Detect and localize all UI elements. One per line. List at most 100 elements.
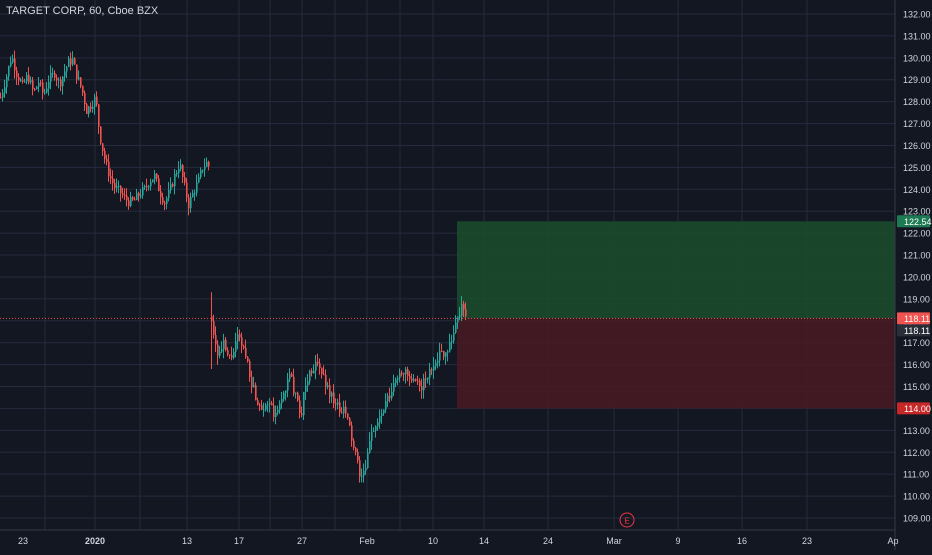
candle-body — [421, 386, 423, 391]
candle-body — [136, 193, 138, 200]
candle-body — [357, 451, 359, 461]
candle-body — [22, 80, 24, 82]
candle-body — [377, 422, 379, 427]
y-tick-label: 120.00 — [903, 272, 931, 282]
candle-body — [16, 70, 18, 77]
y-tick-label: 112.00 — [903, 448, 930, 458]
candle-body — [0, 97, 2, 99]
profit-zone[interactable] — [457, 221, 895, 319]
candle-body — [287, 379, 289, 391]
candle-body — [92, 106, 94, 109]
candle-body — [293, 376, 295, 394]
candle-body — [353, 440, 355, 448]
candle-body — [397, 377, 399, 380]
candle-body — [345, 406, 347, 414]
candle-body — [371, 431, 373, 441]
candle-body — [194, 192, 196, 194]
candle-body — [301, 413, 303, 416]
candle-body — [373, 430, 375, 432]
candle-body — [309, 370, 311, 382]
candle-body — [341, 412, 343, 414]
x-tick-label: 27 — [297, 536, 307, 546]
candle-body — [208, 161, 210, 167]
candle-body — [315, 361, 317, 371]
loss-zone[interactable] — [457, 318, 895, 409]
price-axis[interactable] — [895, 0, 932, 550]
x-tick-label: 9 — [675, 536, 680, 546]
candle-body — [407, 369, 409, 377]
candle-body — [275, 412, 277, 418]
candle-body — [313, 370, 315, 374]
candle-body — [401, 372, 403, 374]
y-tick-label: 116.00 — [903, 360, 930, 370]
candle-body — [233, 351, 235, 358]
candle-body — [317, 361, 319, 364]
candle-body — [60, 79, 62, 87]
candle-body — [243, 346, 245, 348]
candle-body — [52, 72, 54, 74]
candle-body — [297, 392, 299, 401]
candle-body — [237, 334, 239, 342]
last-price-label: 118.11 — [904, 314, 930, 324]
candle-body — [88, 106, 90, 114]
x-tick-label: 23 — [802, 536, 812, 546]
candle-body — [349, 418, 351, 426]
candle-body — [6, 76, 8, 88]
candle-body — [415, 379, 417, 381]
candle-body — [24, 81, 26, 83]
candle-body — [235, 341, 237, 352]
candle-body — [409, 376, 411, 379]
candle-body — [239, 334, 241, 338]
candle-body — [361, 475, 363, 477]
candle-body — [347, 413, 349, 419]
candle-body — [295, 392, 297, 394]
candle-body — [363, 470, 365, 476]
candle-body — [441, 350, 443, 352]
candle-body — [26, 74, 28, 82]
candle-body — [84, 92, 86, 105]
candle-body — [4, 87, 6, 93]
candle-body — [387, 395, 389, 402]
candle-body — [213, 321, 215, 336]
y-tick-label: 121.00 — [903, 251, 931, 261]
candle-body — [114, 183, 116, 188]
candle-body — [339, 402, 341, 413]
candle-body — [30, 80, 32, 83]
candle-body — [152, 179, 154, 183]
candle-body — [98, 104, 100, 127]
candle-body — [186, 182, 188, 198]
candle-body — [180, 165, 182, 169]
x-tick-label: 16 — [737, 536, 747, 546]
earnings-event-icon[interactable] — [619, 512, 635, 528]
last-price-label-secondary-bg — [897, 324, 930, 337]
target-price-label: 122.54 — [904, 217, 932, 227]
candle-body — [225, 339, 227, 350]
candle-body — [150, 182, 152, 187]
candle-body — [138, 193, 140, 197]
candle-body — [64, 71, 66, 77]
candle-body — [453, 332, 455, 341]
candle-body — [50, 73, 52, 82]
candle-body — [229, 354, 231, 356]
y-tick-label: 110.00 — [903, 492, 930, 502]
candle-body — [202, 169, 204, 171]
candle-body — [461, 304, 463, 316]
y-tick-label: 123.00 — [903, 207, 931, 217]
candle-body — [305, 385, 307, 392]
candle-body — [255, 385, 257, 401]
candle-body — [283, 392, 285, 399]
x-tick-label: 2020 — [85, 536, 105, 546]
candle-body — [215, 335, 217, 345]
candle-body — [247, 357, 249, 362]
candle-body — [124, 194, 126, 196]
candle-body — [168, 189, 170, 199]
candle-body — [68, 58, 70, 67]
candle-body — [393, 383, 395, 392]
candle-body — [375, 426, 377, 431]
candle-body — [303, 391, 305, 416]
candle-body — [154, 173, 156, 180]
x-tick-label: 17 — [234, 536, 244, 546]
candle-body — [333, 392, 335, 404]
